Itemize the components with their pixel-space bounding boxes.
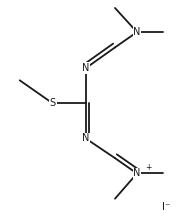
Text: I⁻: I⁻ <box>162 202 171 212</box>
Text: +: + <box>145 163 152 172</box>
Text: N: N <box>82 63 89 73</box>
Text: N: N <box>82 133 89 143</box>
Text: N: N <box>133 168 141 178</box>
Text: N: N <box>133 168 141 178</box>
Text: N: N <box>133 27 141 37</box>
Text: S: S <box>50 98 56 108</box>
